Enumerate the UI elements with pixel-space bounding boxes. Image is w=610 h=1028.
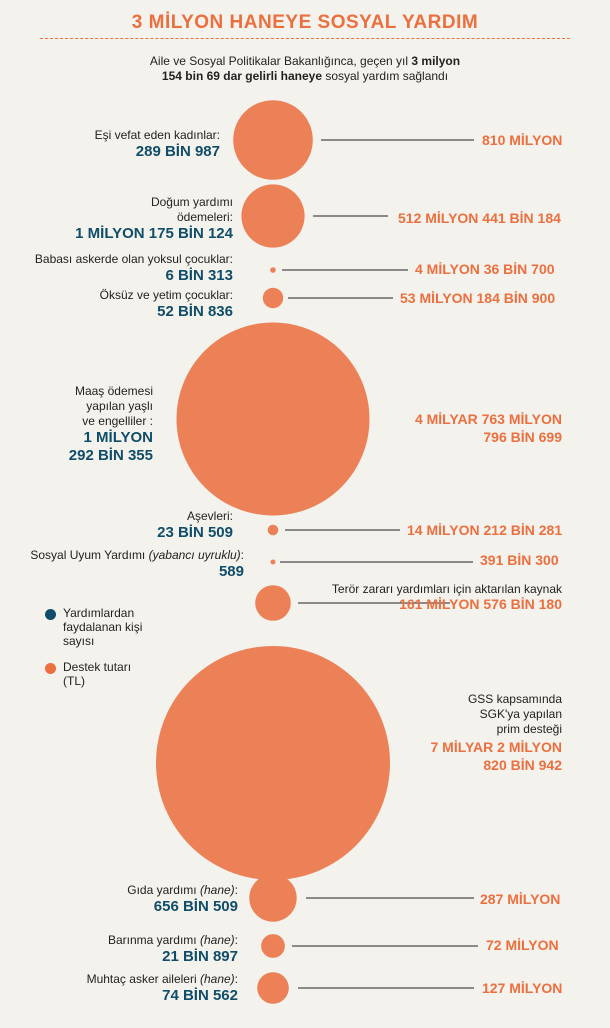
amount-value: 72 MİLYON bbox=[486, 937, 559, 953]
label-desc: yapılan yaşlı bbox=[86, 399, 153, 413]
label-desc-italic: (hane) bbox=[199, 933, 235, 947]
label-social-cohesion: Sosyal Uyum Yardımı (yabancı uyruklu): 5… bbox=[0, 548, 244, 581]
subtitle-text-2: sosyal yardım sağlandı bbox=[322, 69, 449, 83]
beneficiaries-value: 23 BİN 509 bbox=[157, 524, 233, 541]
subtitle: Aile ve Sosyal Politikalar Bakanlığınca,… bbox=[0, 54, 610, 84]
beneficiaries-value: 21 BİN 897 bbox=[162, 948, 238, 965]
bubble-6 bbox=[270, 559, 276, 565]
label-desc-italic: (hane) bbox=[199, 972, 235, 986]
amount-line: 796 BİN 699 bbox=[483, 429, 562, 445]
beneficiaries-value: 52 BİN 836 bbox=[157, 303, 233, 320]
amount-value: 4 MİLYON 36 BİN 700 bbox=[415, 261, 555, 277]
label-desc-part: : bbox=[234, 883, 238, 897]
label-desc: Maaş ödemesi bbox=[74, 384, 153, 398]
title-divider bbox=[40, 38, 570, 39]
beneficiaries-value: 1 MİLYON bbox=[83, 429, 153, 446]
amount-value: 127 MİLYON bbox=[482, 980, 563, 996]
amount-value: 512 MİLYON 441 BİN 184 bbox=[398, 210, 561, 226]
label-desc-part: Sosyal Uyum Yardımı bbox=[30, 548, 149, 562]
label-desc: prim desteği bbox=[496, 722, 562, 736]
amount-line: 820 BİN 942 bbox=[483, 757, 562, 773]
label-desc: Eşi vefat eden kadınlar: bbox=[94, 128, 220, 142]
amount-line: 4 MİLYAR 763 MİLYON bbox=[414, 411, 562, 427]
amount-line: 7 MİLYAR 2 MİLYON bbox=[430, 739, 563, 755]
label-desc: Aşevleri: bbox=[186, 509, 233, 523]
label-desc: Gıda yardımı (hane): bbox=[8, 883, 238, 898]
bubble-0 bbox=[233, 100, 313, 180]
subtitle-text-1: Aile ve Sosyal Politikalar Bakanlığınca,… bbox=[149, 54, 412, 68]
bubble-4 bbox=[176, 322, 370, 516]
legend-text: Yardımlardan faydalanan kişi sayısı bbox=[63, 606, 143, 648]
label-desc: Babası askerde olan yoksul çocuklar: bbox=[34, 252, 233, 266]
label-desc: Öksüz ve yetim çocuklar: bbox=[99, 288, 233, 302]
legend-text: Destek tutarı (TL) bbox=[63, 660, 132, 688]
label-desc: ödemeleri: bbox=[176, 210, 233, 224]
amount-value: 53 MİLYON 184 BİN 900 bbox=[400, 290, 556, 306]
bubble-11 bbox=[257, 972, 289, 1004]
label-desc-part: Muhtaç asker aileleri bbox=[86, 972, 200, 986]
label-soldier-families: Muhtaç asker aileleri (hane): 74 BİN 562 bbox=[8, 972, 238, 1005]
label-desc-part: : bbox=[234, 972, 238, 986]
label-shelter-aid: Barınma yardımı (hane): 21 BİN 897 bbox=[8, 933, 238, 966]
label-gss-premium: GSS kapsamında SGK'ya yapılan prim deste… bbox=[442, 692, 562, 737]
bubble-10 bbox=[261, 934, 285, 958]
label-desc: Muhtaç asker aileleri (hane): bbox=[8, 972, 238, 987]
beneficiaries-value: 74 BİN 562 bbox=[162, 987, 238, 1004]
label-desc-italic: (yabancı uyruklu) bbox=[148, 548, 241, 562]
label-desc-part: : bbox=[234, 933, 238, 947]
beneficiaries-value: 6 BİN 313 bbox=[165, 267, 233, 284]
label-desc-part: Gıda yardımı bbox=[127, 883, 200, 897]
bubble-3 bbox=[262, 287, 284, 309]
subtitle-bold-1: 3 milyon bbox=[411, 54, 461, 68]
label-desc: Sosyal Uyum Yardımı (yabancı uyruklu): bbox=[0, 548, 244, 563]
bubble-5 bbox=[267, 524, 279, 536]
bubble-9 bbox=[249, 874, 297, 922]
amount-value: 391 BİN 300 bbox=[480, 552, 559, 568]
amount-value: 161 MİLYON 576 BİN 180 bbox=[399, 596, 562, 612]
label-desc: GSS kapsamında bbox=[467, 692, 562, 706]
label-terror-aid: Terör zararı yardımları için aktarılan k… bbox=[331, 582, 562, 596]
beneficiaries-value: 292 BİN 355 bbox=[68, 447, 153, 464]
label-soup-kitchens: Aşevleri: 23 BİN 509 bbox=[33, 509, 233, 542]
amount-value: 7 MİLYAR 2 MİLYON 820 BİN 942 bbox=[431, 738, 563, 774]
label-desc-part: : bbox=[240, 548, 244, 562]
label-birth-aid: Doğum yardımı ödemeleri: 1 MİLYON 175 Bİ… bbox=[13, 195, 233, 243]
amount-value: 287 MİLYON bbox=[480, 891, 561, 907]
legend-dot-blue bbox=[45, 609, 56, 620]
bubble-1 bbox=[241, 184, 305, 248]
label-desc: ve engelliler : bbox=[82, 414, 153, 428]
beneficiaries-value: 589 bbox=[218, 563, 244, 580]
label-soldier-children: Babası askerde olan yoksul çocuklar: 6 B… bbox=[0, 252, 233, 285]
amount-value: 14 MİLYON 212 BİN 281 bbox=[407, 522, 563, 538]
bubble-7 bbox=[255, 585, 291, 621]
beneficiaries-value: 656 BİN 509 bbox=[153, 898, 238, 915]
label-elderly-disabled: Maaş ödemesi yapılan yaşlı ve engelliler… bbox=[3, 384, 153, 465]
label-widowed-women: Eşi vefat eden kadınlar: 289 BİN 987 bbox=[0, 128, 220, 161]
subtitle-bold-2: 154 bin 69 dar gelirli haneye bbox=[161, 69, 322, 83]
label-desc-italic: (hane) bbox=[199, 883, 235, 897]
label-orphans: Öksüz ve yetim çocuklar: 52 BİN 836 bbox=[0, 288, 233, 321]
label-desc-part: Barınma yardımı bbox=[107, 933, 200, 947]
page-title: 3 MİLYON HANEYE SOSYAL YARDIM bbox=[131, 12, 479, 33]
label-food-aid: Gıda yardımı (hane): 656 BİN 509 bbox=[8, 883, 238, 916]
label-desc: Doğum yardımı bbox=[150, 195, 233, 209]
amount-value: 4 MİLYAR 763 MİLYON 796 BİN 699 bbox=[415, 410, 562, 446]
legend-dot-orange bbox=[45, 663, 56, 674]
bubble-8 bbox=[156, 646, 390, 880]
beneficiaries-value: 289 BİN 987 bbox=[135, 143, 220, 160]
label-desc: Barınma yardımı (hane): bbox=[8, 933, 238, 948]
label-desc: SGK'ya yapılan bbox=[479, 707, 562, 721]
bubble-2 bbox=[270, 267, 276, 273]
amount-value: 810 MİLYON bbox=[482, 132, 563, 148]
beneficiaries-value: 1 MİLYON 175 BİN 124 bbox=[75, 225, 233, 242]
